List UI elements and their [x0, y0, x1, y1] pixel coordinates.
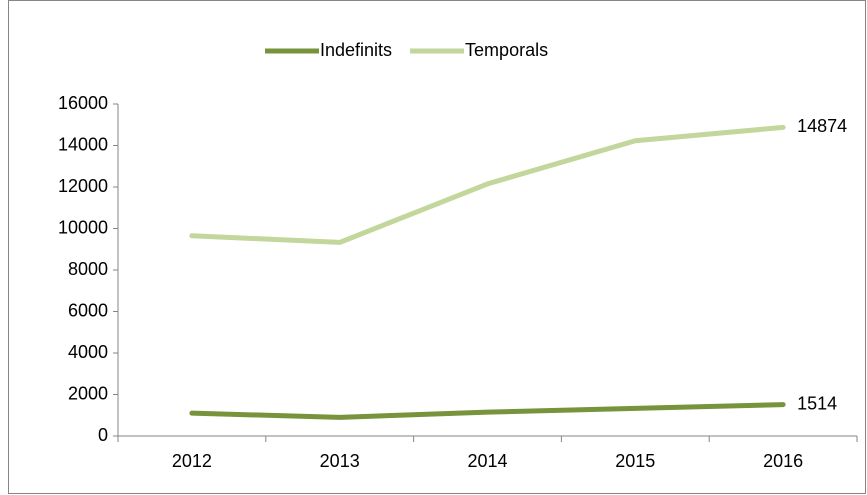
series-line: [189, 124, 786, 245]
series-line: [189, 402, 786, 420]
y-tick-label: 8000: [68, 259, 108, 279]
data-label: 14874: [797, 116, 847, 136]
x-tick-label: 2013: [320, 451, 360, 471]
x-tick-label: 2014: [467, 451, 507, 471]
x-tick-label: 2012: [172, 451, 212, 471]
legend-label: Indefinits: [320, 40, 392, 60]
y-tick-label: 4000: [68, 342, 108, 362]
y-tick-label: 14000: [58, 134, 108, 154]
x-tick-label: 2016: [763, 451, 803, 471]
x-tick-label: 2015: [615, 451, 655, 471]
y-tick-label: 6000: [68, 300, 108, 320]
legend-label: Temporals: [465, 40, 548, 60]
chart-frame: [8, 0, 866, 494]
y-tick-label: 0: [98, 425, 108, 445]
y-tick-label: 2000: [68, 383, 108, 403]
y-tick-label: 10000: [58, 217, 108, 237]
y-tick-label: 16000: [58, 93, 108, 113]
data-label: 1514: [797, 393, 837, 413]
y-tick-label: 12000: [58, 176, 108, 196]
